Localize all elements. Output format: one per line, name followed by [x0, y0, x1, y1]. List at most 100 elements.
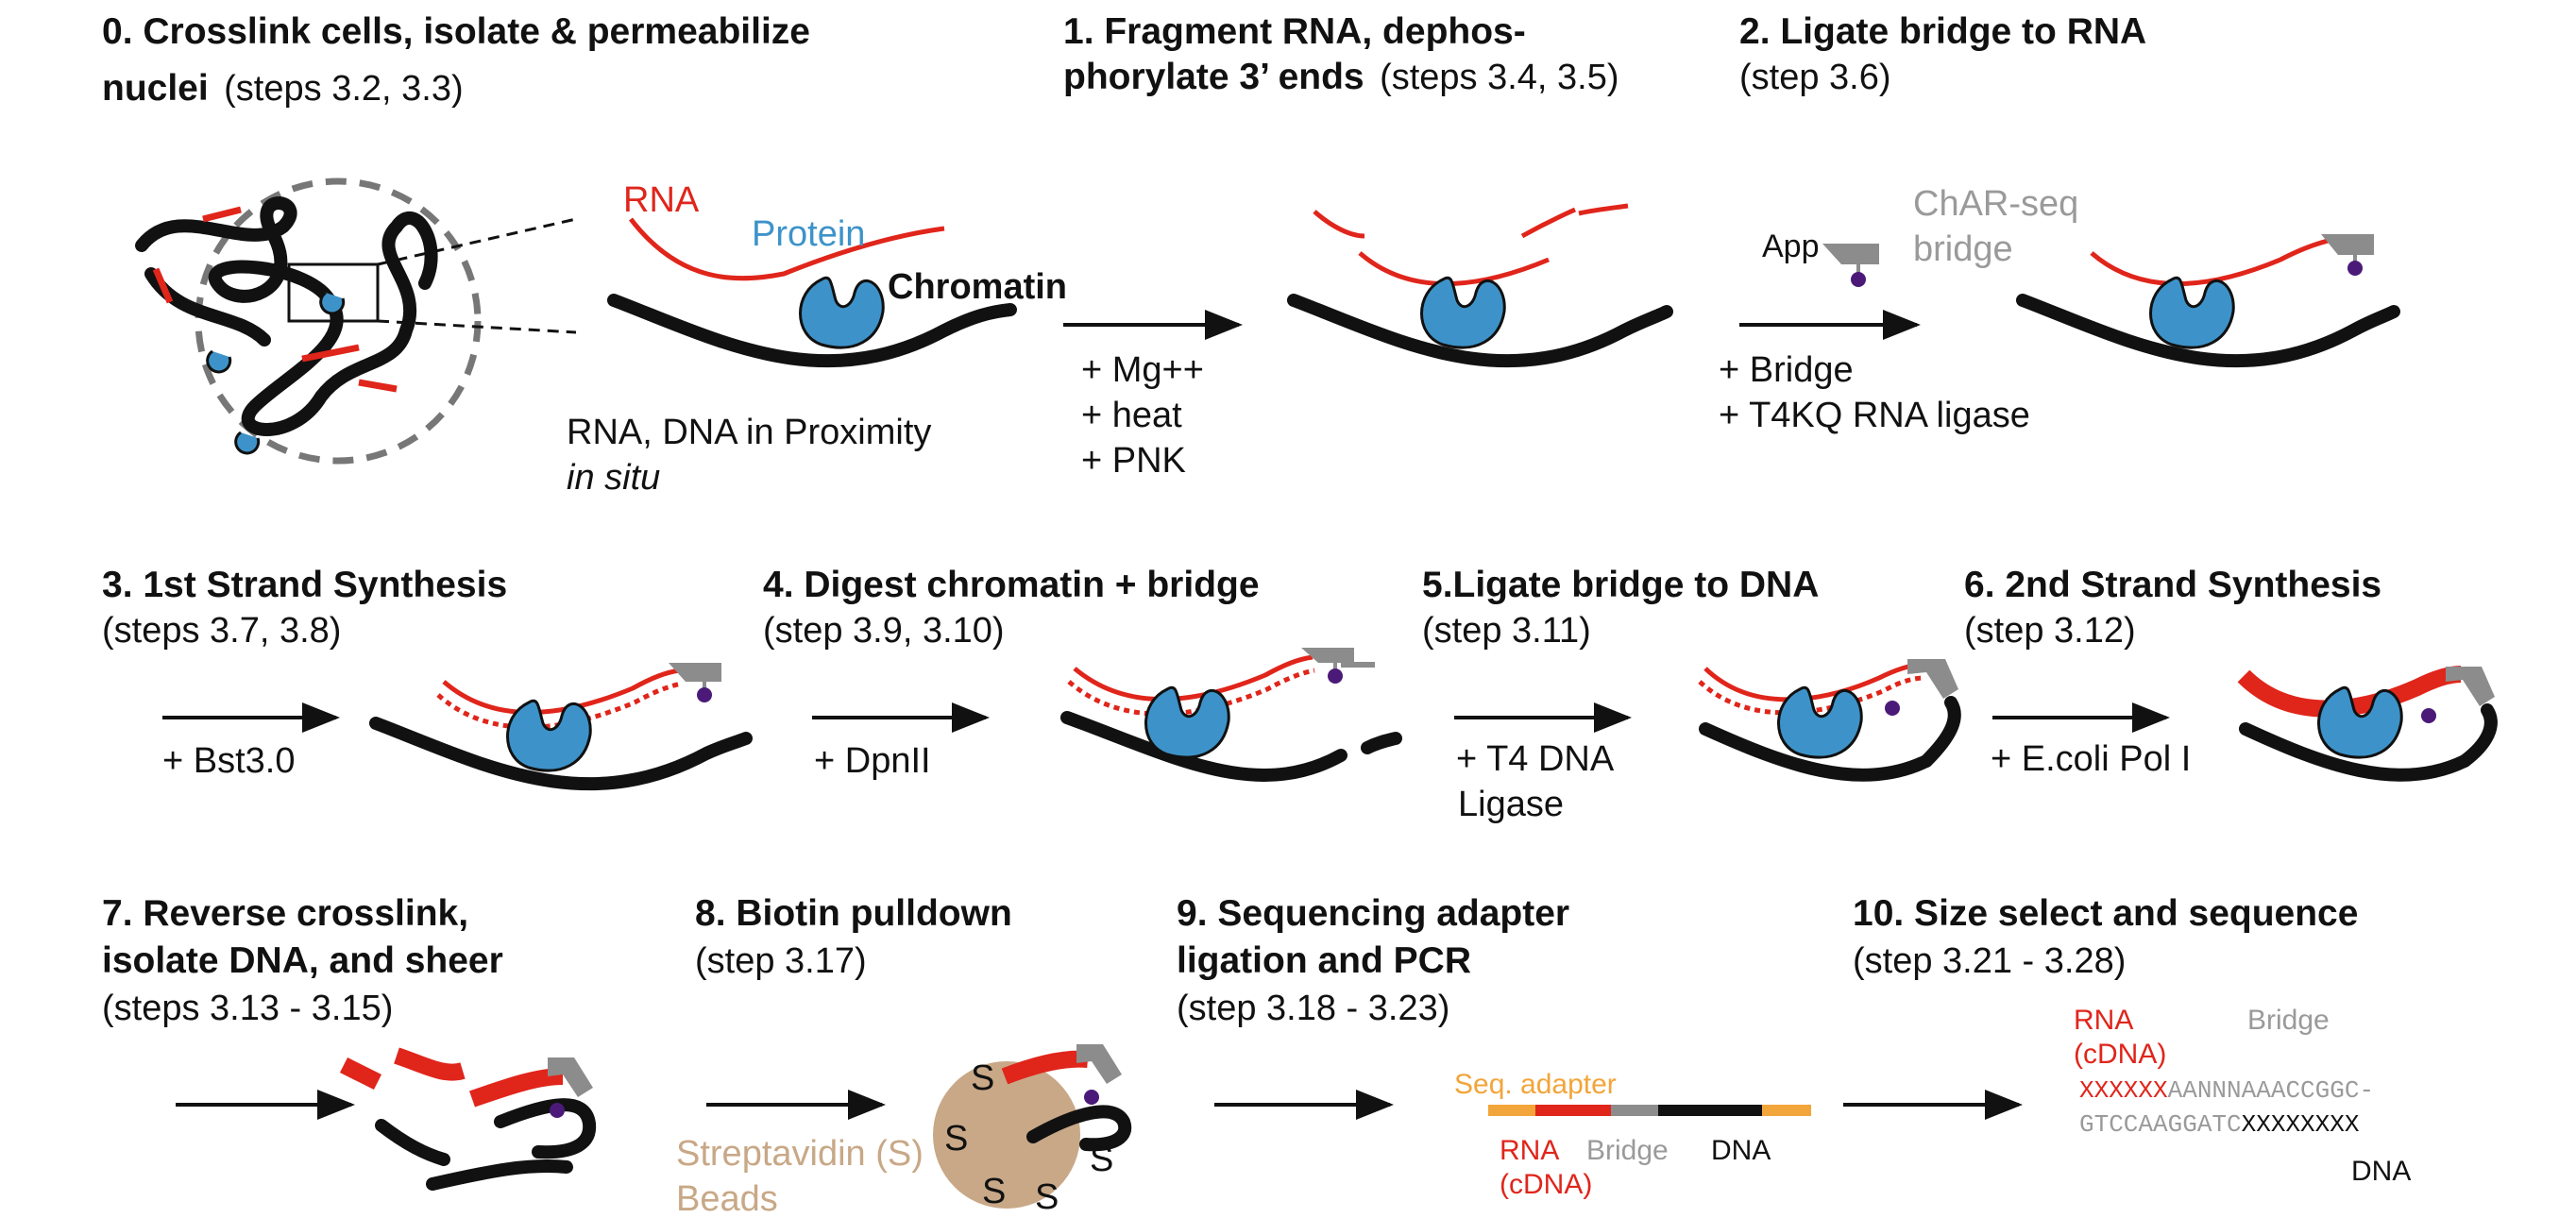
chromatin-strand [1287, 294, 1673, 368]
protein-blob [1420, 276, 1506, 349]
rna-bit [301, 344, 360, 363]
step-2-reagent: + T4KQ RNA ligase [1719, 396, 2030, 435]
step-10-block: 10. Size select and sequence (step 3.21 … [1843, 893, 2411, 1187]
protein-blob [2317, 685, 2403, 759]
step-5-reagent: + T4 DNA [1456, 739, 1615, 779]
rna-fragment [394, 1047, 466, 1081]
chromatin-strand [1699, 722, 1933, 782]
rna-bit [358, 379, 398, 393]
step-10-steps: (step 3.21 - 3.28) [1853, 941, 2126, 981]
cdna-strand [1698, 675, 1925, 716]
bridge-icon [1076, 1044, 1122, 1105]
protein-blob [1144, 685, 1230, 759]
step-3-block: 3. 1st Strand Synthesis (steps 3.7, 3.8)… [102, 565, 753, 791]
zoom-box [287, 262, 380, 323]
lib-bridge-label: Bridge [1586, 1135, 1669, 1166]
chromatin-strand [1361, 732, 1402, 754]
bridge-icon [2421, 667, 2495, 723]
chromatin-fragment [426, 1159, 573, 1191]
chromatin-fragment [1026, 1105, 1132, 1152]
seq-adapter-label: Seq. adapter [1454, 1069, 1617, 1100]
step-0-block: 0. Crosslink cells, isolate & permeabili… [102, 11, 1067, 498]
lib-dna-label: DNA [1711, 1135, 1771, 1166]
charseq-label-1: ChAR-seq [1913, 184, 2078, 224]
seq-bottom-bridge: GTCCAAGGATC [2079, 1110, 2242, 1139]
step-0-title-line2: nuclei (steps 3.2, 3.3) [102, 68, 464, 109]
step-1-reagent: + Mg++ [1081, 350, 1204, 390]
seq-top-rna: XXXXXX [2079, 1076, 2168, 1105]
seq-cdna-label: (cDNA) [2074, 1039, 2166, 1070]
protein-blob [506, 699, 592, 772]
bead-s-label: S [944, 1119, 968, 1159]
step-8-block: 8. Biotin pulldown (step 3.17) S S S S S… [676, 893, 1132, 1218]
step-4-block: 4. Digest chromatin + bridge (step 3.9, … [763, 565, 1402, 782]
step-9-steps: (step 3.18 - 3.23) [1177, 989, 1449, 1028]
rna-fragment [1520, 207, 1577, 239]
rna-fragment [1313, 210, 1365, 239]
step-5-steps: (step 3.11) [1422, 611, 1591, 651]
step-8-title: 8. Biotin pulldown [695, 893, 1012, 934]
step-1-reagent: + heat [1081, 396, 1182, 435]
bead-s-label: S [1035, 1177, 1059, 1217]
step-4-reagent: + DpnII [814, 741, 931, 781]
bridge-icon [1301, 648, 1375, 684]
seq-dna-label: DNA [2351, 1156, 2411, 1187]
step-7-block: 7. Reverse crosslink, isolate DNA, and s… [102, 893, 597, 1191]
rna-strand [1073, 654, 1313, 702]
bridge-icon [2321, 234, 2374, 276]
cdna-strand [436, 681, 683, 730]
step-3-title: 3. 1st Strand Synthesis [102, 565, 507, 605]
chromatin-strand [2239, 722, 2471, 782]
seq-bottom-strand: GTCCAAGGATCXXXXXXXX [2079, 1110, 2360, 1139]
streptavidin-label-2: Beads [676, 1179, 778, 1218]
bridge-icon [1885, 659, 1958, 716]
step-9-title-line2: ligation and PCR [1177, 940, 1471, 981]
chromatin-strand [2458, 703, 2498, 768]
bridge-icon [669, 663, 721, 702]
bead-s-label: S [982, 1172, 1006, 1211]
step-5-block: 5.Ligate bridge to DNA (step 3.11) + T4 … [1422, 565, 1961, 824]
step-9-title-line1: 9. Sequencing adapter [1177, 893, 1569, 934]
seq-top-strand: XXXXXXAANNNAAACCGGC- [2079, 1076, 2374, 1105]
step-0-steps: (steps 3.2, 3.3) [224, 69, 463, 109]
protein-label: Protein [752, 214, 865, 254]
chromatin-strand [607, 294, 1017, 368]
chromatin-fragment [494, 1098, 597, 1159]
app-label: App [1762, 228, 1820, 264]
double-strand [469, 1068, 564, 1108]
step-0-title-nuclei: nuclei [102, 68, 209, 109]
bridge-icon [548, 1057, 593, 1118]
step-6-reagent: + E.coli Pol I [1991, 739, 2191, 779]
rna-label: RNA [623, 180, 700, 220]
nucleus-circle [195, 178, 482, 465]
step-2-steps: (step 3.6) [1739, 58, 1891, 97]
step-5-reagent: Ligase [1458, 785, 1564, 824]
rna-bit [152, 267, 174, 304]
chromatin-fiber [135, 196, 438, 436]
step-9-block: 9. Sequencing adapter ligation and PCR (… [1177, 893, 1811, 1200]
step-2-title: 2. Ligate bridge to RNA [1739, 11, 2146, 52]
step-1-title-cont: phorylate 3’ ends [1063, 57, 1364, 97]
step-6-steps: (step 3.12) [1964, 611, 2136, 651]
chromatin-strand [1060, 711, 1347, 782]
step-3-steps: (steps 3.7, 3.8) [102, 611, 341, 651]
step-7-title-line2: isolate DNA, and sheer [102, 940, 503, 981]
step-0-title-line1: 0. Crosslink cells, isolate & permeabili… [102, 11, 810, 52]
chromatin-fragment [375, 1119, 450, 1166]
step-4-steps: (step 3.9, 3.10) [763, 611, 1005, 651]
proximity-label: RNA, DNA in Proximity [567, 413, 931, 452]
rna-strand [1703, 662, 1924, 702]
rna-fragment [339, 1057, 382, 1091]
rna-strand [629, 217, 945, 281]
cdna-strand [1067, 668, 1315, 717]
seq-bridge-label: Bridge [2247, 1005, 2330, 1036]
step-4-title: 4. Digest chromatin + bridge [763, 565, 1260, 605]
step-7-steps: (steps 3.13 - 3.15) [102, 989, 393, 1028]
lib-rna-label: RNA [1500, 1135, 1559, 1166]
streptavidin-bead [933, 1061, 1080, 1209]
step-2-block: 2. Ligate bridge to RNA (step 3.6) App C… [1719, 11, 2400, 435]
step-10-title: 10. Size select and sequence [1853, 893, 2358, 934]
chromatin-strand [1920, 696, 1961, 768]
step-1-block: 1. Fragment RNA, dephos- phorylate 3’ en… [1063, 11, 1673, 481]
